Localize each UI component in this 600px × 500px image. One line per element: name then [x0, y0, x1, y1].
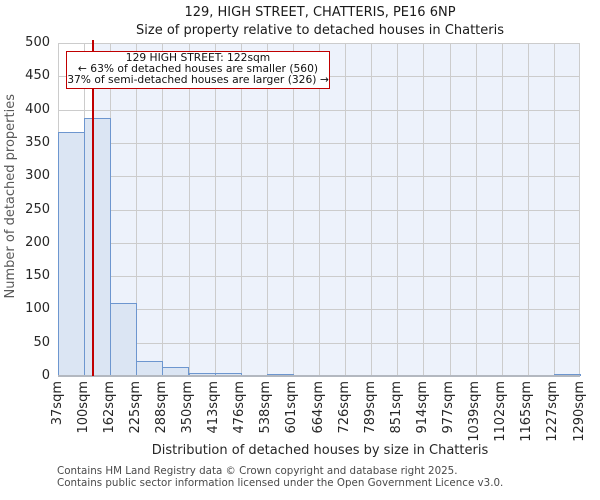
y-tick-label: 350: [25, 134, 50, 150]
chart-title: 129, HIGH STREET, CHATTERIS, PE16 6NP: [184, 5, 456, 20]
x-tick-label: 37sqm: [49, 381, 65, 426]
gridline-vertical: [266, 43, 268, 376]
x-tick-label: 1102sqm: [493, 381, 509, 442]
x-tick-label: 914sqm: [414, 381, 430, 434]
gridline-vertical: [292, 43, 294, 376]
x-tick-label: 350sqm: [180, 381, 195, 434]
x-tick-label: 100sqm: [75, 381, 91, 434]
y-tick-label: 500: [25, 35, 50, 50]
gridline-vertical: [345, 43, 347, 376]
x-tick-label: 1227sqm: [545, 381, 561, 442]
gridline-vertical: [136, 43, 138, 376]
gridline-vertical: [319, 43, 320, 376]
y-tick-label: 250: [25, 201, 50, 217]
y-tick-label: 50: [33, 334, 50, 350]
histogram-bar: [110, 303, 138, 376]
x-tick-label: 1165sqm: [519, 381, 535, 442]
histogram-bar: [84, 118, 112, 376]
x-tick-label: 1039sqm: [467, 381, 483, 442]
gridline-vertical: [397, 43, 399, 376]
x-tick-label: 162sqm: [101, 381, 117, 434]
gridline-vertical: [162, 43, 164, 376]
plot-area: [58, 40, 581, 377]
gridline-vertical: [449, 43, 451, 376]
gridline-vertical: [579, 43, 580, 376]
x-tick-label: 601sqm: [284, 381, 300, 434]
gridline-vertical: [501, 43, 503, 376]
gridline-vertical: [188, 43, 190, 376]
footer: Contains HM Land Registry data © Crown c…: [57, 465, 504, 489]
annotation-property-size: 129 HIGH STREET: 122sqm: [125, 51, 271, 64]
x-axis-title: Distribution of detached houses by size …: [151, 443, 489, 458]
footer-licence-line: Contains public sector information licen…: [57, 476, 504, 489]
gridline-vertical: [423, 43, 425, 376]
y-tick-label: 400: [25, 101, 50, 117]
x-tick-label: 476sqm: [232, 381, 248, 434]
y-tick-label: 100: [25, 301, 50, 317]
x-tick-label: 1290sqm: [571, 381, 587, 442]
x-tick-label: 977sqm: [441, 381, 456, 434]
x-tick-label: 538sqm: [258, 381, 274, 434]
chart-subtitle: Size of property relative to detached ho…: [136, 23, 504, 38]
x-tick-label: 664sqm: [310, 381, 326, 434]
y-tick-label: 300: [25, 168, 50, 184]
footer-copyright-line: Contains HM Land Registry data © Crown c…: [57, 465, 458, 477]
gridline-vertical: [553, 43, 555, 376]
x-tick-label: 726sqm: [336, 381, 352, 434]
histogram-bar: [136, 360, 164, 376]
gridline-vertical: [371, 43, 373, 376]
x-tick-label: 225sqm: [127, 381, 143, 434]
annotation-larger-stat: 37% of semi-detached houses are larger (…: [67, 72, 329, 86]
annotation-box: 129 HIGH STREET: 122sqm ← 63% of detache…: [66, 51, 330, 89]
y-tick-label: 150: [25, 268, 50, 284]
x-axis-line: [58, 375, 580, 377]
x-tick-label: 288sqm: [153, 381, 169, 434]
histogram-bar: [58, 131, 86, 376]
gridline-vertical: [475, 43, 477, 376]
annotation-smaller-stat: ← 63% of detached houses are smaller (56…: [77, 61, 319, 75]
gridline-vertical: [214, 43, 216, 376]
y-tick-label: 0: [41, 368, 50, 383]
y-tick-label: 200: [25, 234, 50, 250]
property-size-marker-line: [92, 40, 95, 376]
gridline-vertical: [240, 43, 242, 376]
x-tick-label: 851sqm: [388, 381, 404, 434]
x-tick-label: 789sqm: [362, 381, 378, 434]
x-tick-label: 413sqm: [206, 381, 222, 434]
gridline-vertical: [527, 43, 529, 376]
y-tick-label: 450: [25, 68, 50, 84]
